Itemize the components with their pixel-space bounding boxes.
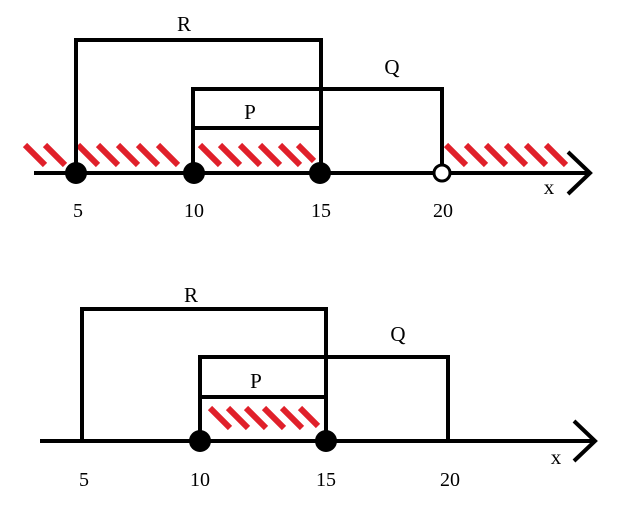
top-interval-r: [74, 38, 323, 173]
top-tick-15: 15: [311, 200, 331, 222]
bottom-interval-r: [80, 307, 328, 441]
bottom-point-10-closed: [189, 430, 211, 452]
bottom-tick-15: 15: [316, 469, 336, 491]
bottom-tick-5: 5: [79, 469, 89, 491]
top-point-15-closed: [309, 162, 331, 184]
top-tick-20: 20: [433, 200, 453, 222]
bottom-tick-10: 10: [190, 469, 210, 491]
top-point-10-closed: [183, 162, 205, 184]
top-diagram: R Q P x 5 10 15 20: [22, 12, 593, 222]
bottom-axis-label-x: x: [551, 445, 562, 469]
top-point-5-closed: [65, 162, 87, 184]
top-interval-q: [191, 87, 444, 173]
bottom-hatch: [207, 405, 321, 431]
top-tick-5: 5: [73, 200, 83, 222]
bottom-point-15-closed: [315, 430, 337, 452]
top-point-20-open: [432, 163, 452, 183]
top-label-q: Q: [384, 55, 399, 79]
bottom-axis-arrowhead: [572, 419, 598, 463]
bottom-tick-20: 20: [440, 469, 460, 491]
top-hatch-right: [443, 142, 569, 168]
bottom-label-r: R: [184, 283, 198, 307]
top-hatch-left: [22, 142, 317, 168]
top-label-p: P: [244, 100, 256, 124]
bottom-label-p: P: [250, 369, 262, 393]
top-label-r: R: [177, 12, 191, 36]
top-axis-label-x: x: [544, 175, 555, 199]
top-axis-arrowhead: [566, 150, 593, 196]
bottom-label-q: Q: [390, 322, 405, 346]
bottom-diagram: R Q P x 5 10 15 20: [40, 283, 598, 491]
top-tick-10: 10: [184, 200, 204, 222]
